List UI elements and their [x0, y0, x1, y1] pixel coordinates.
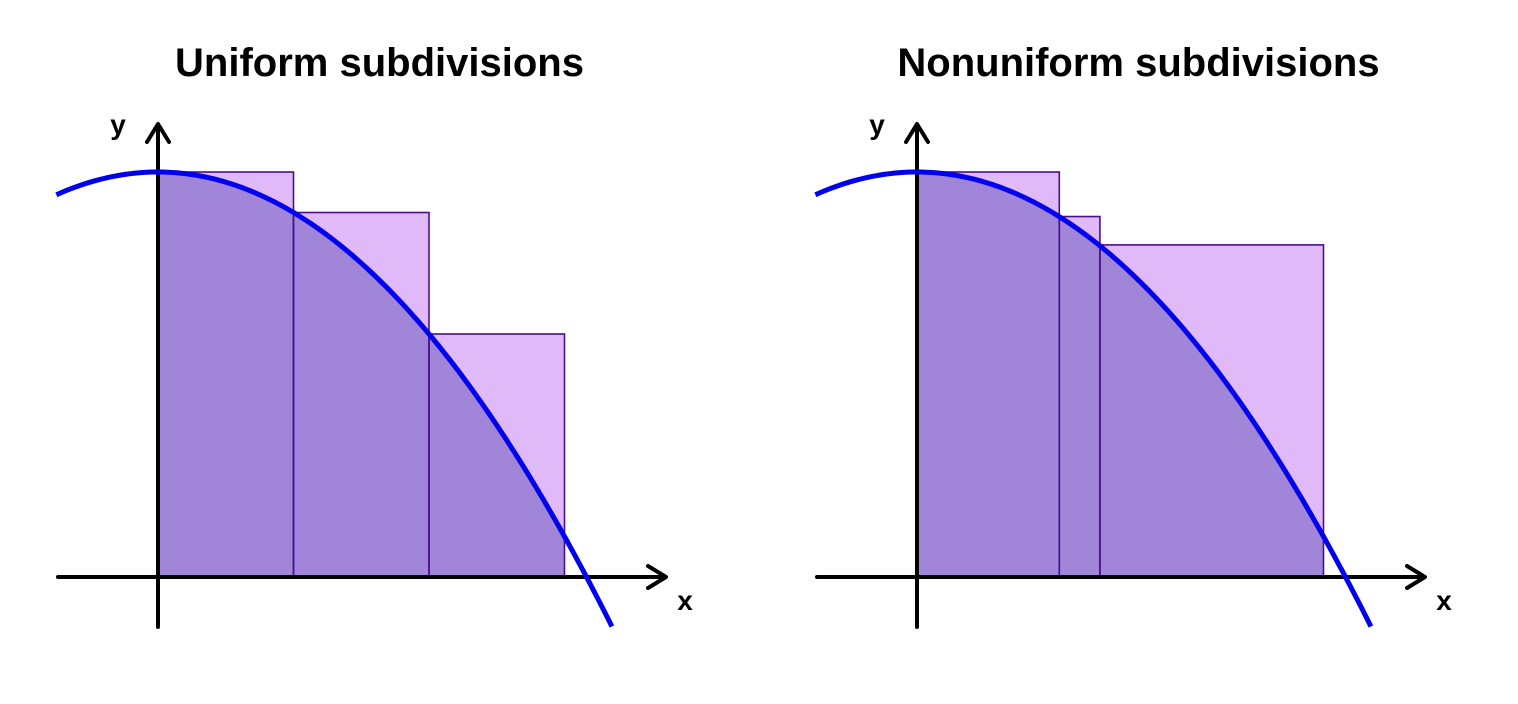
- rectangle-1-under-curve: [158, 172, 294, 577]
- x-axis-label: x: [677, 585, 693, 616]
- y-axis-arrowhead: [904, 122, 930, 144]
- rectangle-1-under-curve: [917, 172, 1060, 577]
- x-axis-arrowhead: [646, 564, 668, 590]
- curve: [814, 169, 1374, 628]
- uniform-plot: xy: [55, 109, 693, 629]
- y-axis-label: y: [869, 109, 885, 140]
- y-axis-arrowhead: [145, 122, 171, 144]
- x-axis-label: x: [1436, 585, 1452, 616]
- nonuniform-plot: xy: [814, 109, 1452, 629]
- axes: [815, 122, 1427, 629]
- uniform-title: Uniform subdivisions: [175, 41, 584, 85]
- rectangle-2-under-curve: [1059, 216, 1100, 577]
- y-axis-label: y: [110, 109, 126, 140]
- axes: [56, 122, 668, 629]
- curve: [55, 169, 615, 628]
- nonuniform-title: Nonuniform subdivisions: [897, 41, 1380, 85]
- x-axis-arrowhead: [1405, 564, 1427, 590]
